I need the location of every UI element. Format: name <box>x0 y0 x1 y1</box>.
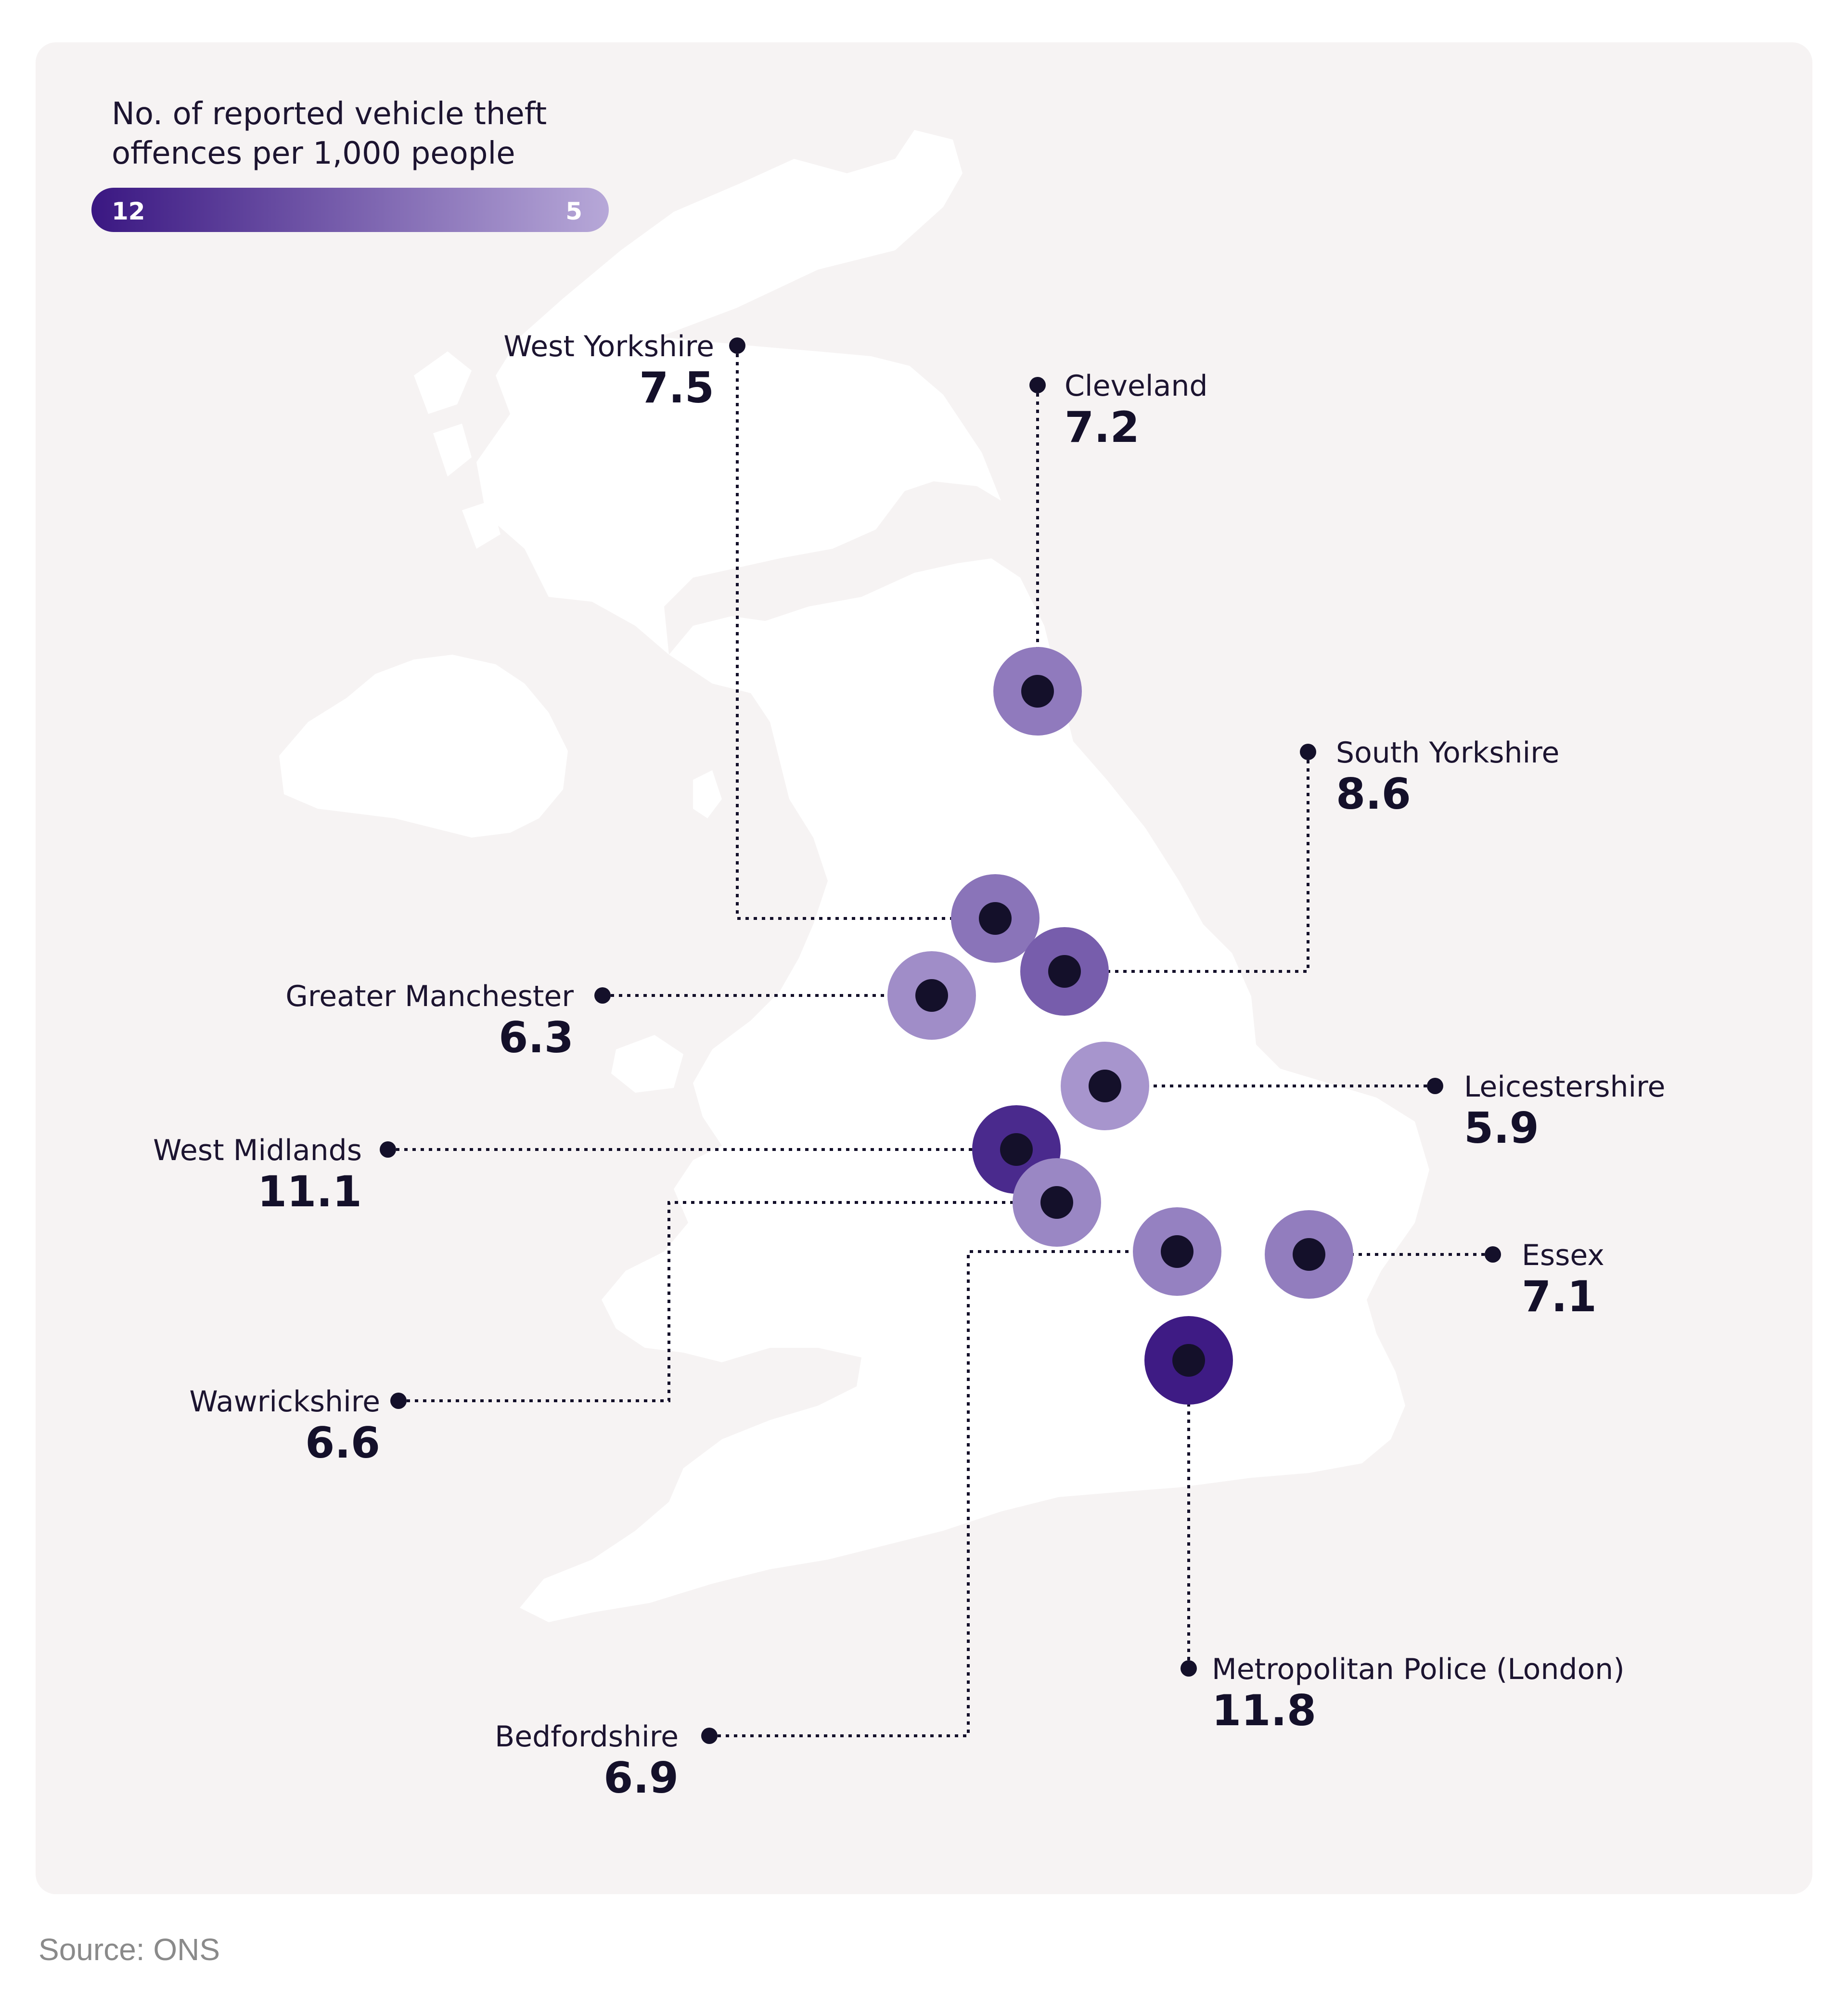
region-name-west-yorkshire: West Yorkshire <box>503 330 714 363</box>
marker-bedfordshire <box>701 1207 1221 1744</box>
region-markers <box>380 337 1501 1744</box>
legend-high-label: 12 <box>112 197 145 225</box>
leader-lines <box>388 346 1493 1737</box>
region-value-wawrickshire: 6.6 <box>305 1418 380 1468</box>
marker-metropolitan-police-london <box>1144 1316 1233 1677</box>
leader-end-dot-wawrickshire <box>390 1393 407 1409</box>
region-value-south-yorkshire: 8.6 <box>1336 769 1411 819</box>
region-value-greater-manchester: 6.3 <box>499 1013 574 1062</box>
leader-line-bedfordshire <box>709 1250 1177 1737</box>
region-name-leicestershire: Leicestershire <box>1464 1070 1665 1104</box>
leader-end-dot-south-yorkshire <box>1300 744 1316 760</box>
leader-line-west-yorkshire <box>736 346 997 920</box>
region-value-bedfordshire: 6.9 <box>603 1753 679 1803</box>
leader-end-dot-metropolitan-police-london <box>1181 1660 1197 1677</box>
leader-end-dot-greater-manchester <box>594 987 611 1004</box>
marker-essex <box>1265 1210 1501 1299</box>
leader-end-dot-essex <box>1485 1246 1501 1263</box>
region-name-south-yorkshire: South Yorkshire <box>1336 736 1559 770</box>
legend-low-label: 5 <box>565 197 582 225</box>
marker-center-wawrickshire <box>1040 1186 1073 1219</box>
legend: No. of reported vehicle theft offences p… <box>91 96 609 232</box>
marker-center-metropolitan-police-london <box>1172 1344 1205 1377</box>
marker-leicestershire <box>1061 1042 1443 1130</box>
region-value-cleveland: 7.2 <box>1065 402 1140 452</box>
leader-end-dot-leicestershire <box>1427 1078 1443 1094</box>
northern-ireland-landmass <box>279 655 568 838</box>
marker-south-yorkshire <box>1020 744 1316 1016</box>
source-note: Source: ONS <box>38 1932 220 1967</box>
marker-greater-manchester <box>594 951 976 1040</box>
region-name-wawrickshire: Wawrickshire <box>189 1385 380 1419</box>
region-value-west-midlands: 11.1 <box>257 1167 362 1216</box>
region-name-essex: Essex <box>1522 1239 1604 1272</box>
legend-color-scale <box>91 188 609 232</box>
leader-end-dot-west-yorkshire <box>729 337 745 354</box>
label-metropolitan-police-london: Metropolitan Police (London)11.8 <box>1212 1653 1625 1735</box>
marker-center-essex <box>1293 1238 1325 1271</box>
marker-center-leicestershire <box>1089 1070 1121 1102</box>
anglesey-island <box>611 1035 683 1093</box>
leader-end-dot-cleveland <box>1029 377 1046 393</box>
legend-title-line1: No. of reported vehicle theft <box>112 96 547 132</box>
marker-center-west-yorkshire <box>979 902 1012 935</box>
region-name-cleveland: Cleveland <box>1065 369 1207 403</box>
marker-center-greater-manchester <box>915 979 948 1012</box>
isle-of-man <box>693 770 722 818</box>
marker-cleveland <box>993 377 1082 736</box>
region-value-west-yorkshire: 7.5 <box>639 363 714 413</box>
hebrides-islands <box>414 351 500 549</box>
marker-center-west-midlands <box>1000 1133 1033 1166</box>
marker-center-bedfordshire <box>1161 1235 1194 1268</box>
marker-wawrickshire <box>390 1158 1101 1409</box>
leader-end-dot-bedfordshire <box>701 1728 718 1744</box>
leader-end-dot-west-midlands <box>380 1141 396 1158</box>
region-name-metropolitan-police-london: Metropolitan Police (London) <box>1212 1653 1625 1686</box>
region-name-greater-manchester: Greater Manchester <box>285 980 574 1013</box>
marker-west-yorkshire <box>729 337 1040 963</box>
leader-line-wawrickshire <box>398 1201 1054 1402</box>
scotland-landmass <box>476 130 1001 655</box>
marker-center-south-yorkshire <box>1048 955 1081 988</box>
region-value-metropolitan-police-london: 11.8 <box>1212 1686 1316 1735</box>
marker-center-cleveland <box>1021 675 1054 708</box>
region-value-essex: 7.1 <box>1522 1272 1597 1321</box>
region-name-bedfordshire: Bedfordshire <box>495 1720 679 1754</box>
region-name-west-midlands: West Midlands <box>153 1134 362 1167</box>
region-value-leicestershire: 5.9 <box>1464 1103 1539 1153</box>
legend-title-line2: offences per 1,000 people <box>112 136 515 171</box>
